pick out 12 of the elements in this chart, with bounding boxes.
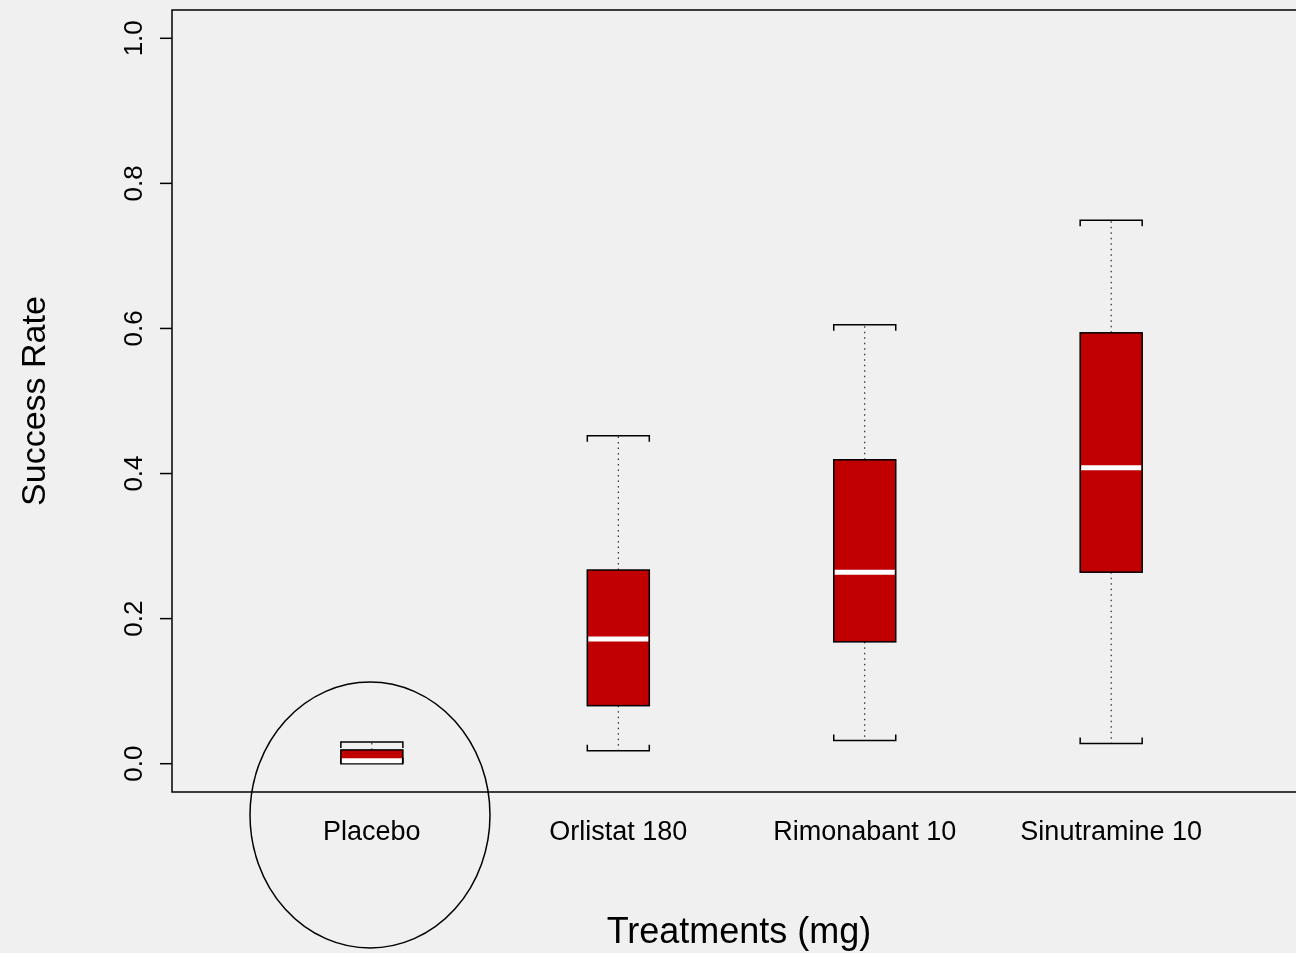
y-tick-label: 0.6 [118, 310, 148, 347]
y-axis-title: Success Rate [14, 296, 52, 506]
y-tick-label: 1.0 [118, 20, 148, 57]
x-tick-label: Sinutramine 10 [1020, 816, 1202, 846]
y-tick-label: 0.2 [118, 600, 148, 637]
x-tick-label: Rimonabant 10 [773, 816, 957, 846]
x-tick-label: Orlistat 180 [549, 816, 688, 846]
x-tick-label: Placebo [323, 816, 421, 846]
y-tick-label: 0.0 [118, 745, 148, 782]
y-tick-label: 0.8 [118, 165, 148, 202]
x-axis-title: Treatments (mg) [606, 910, 872, 951]
y-tick-label: 0.4 [118, 455, 148, 492]
